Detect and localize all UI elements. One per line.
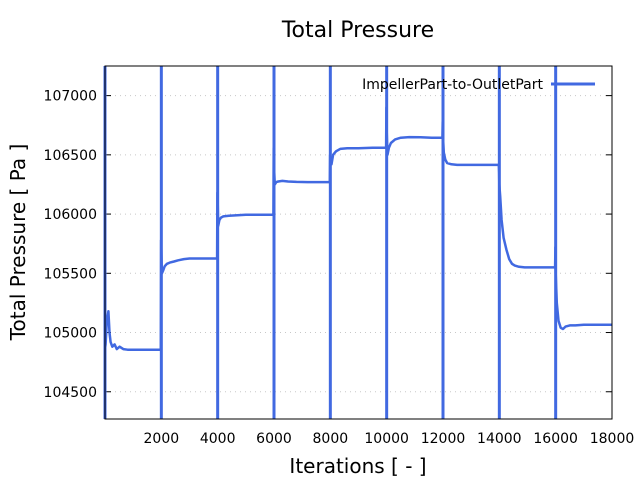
grid-layer <box>105 66 612 419</box>
series-line <box>103 106 612 351</box>
plot-frame <box>104 65 613 420</box>
x-tick-label: 12000 <box>421 431 466 447</box>
x-tick-label: 18000 <box>590 431 635 447</box>
series-layer <box>103 66 612 419</box>
y-tick-label: 105000 <box>44 326 97 342</box>
x-tick-label: 4000 <box>200 431 236 447</box>
y-tick-label: 106500 <box>44 148 97 164</box>
x-tick-label: 8000 <box>313 431 349 447</box>
tick-layer: 104500 105000 105500 106000 106500 107000 2000… <box>44 66 635 447</box>
chart-title: Total Pressure <box>281 18 434 43</box>
y-tick-label: 105500 <box>44 266 97 282</box>
x-axis-label: Iterations [ - ] <box>289 454 426 478</box>
x-tick-label: 10000 <box>364 431 409 447</box>
y-tick-label: 104500 <box>44 385 97 401</box>
y-tick-label: 107000 <box>44 89 97 105</box>
x-tick-label: 14000 <box>477 431 522 447</box>
y-tick-label: 106000 <box>44 207 97 223</box>
y-axis-label: Total Pressure [ Pa ] <box>6 144 30 342</box>
x-tick-label: 2000 <box>144 431 180 447</box>
x-tick-label: 16000 <box>533 431 578 447</box>
x-tick-label: 6000 <box>256 431 292 447</box>
legend: ImpellerPart-to-OutletPart <box>362 77 595 93</box>
legend-label: ImpellerPart-to-OutletPart <box>362 77 543 93</box>
